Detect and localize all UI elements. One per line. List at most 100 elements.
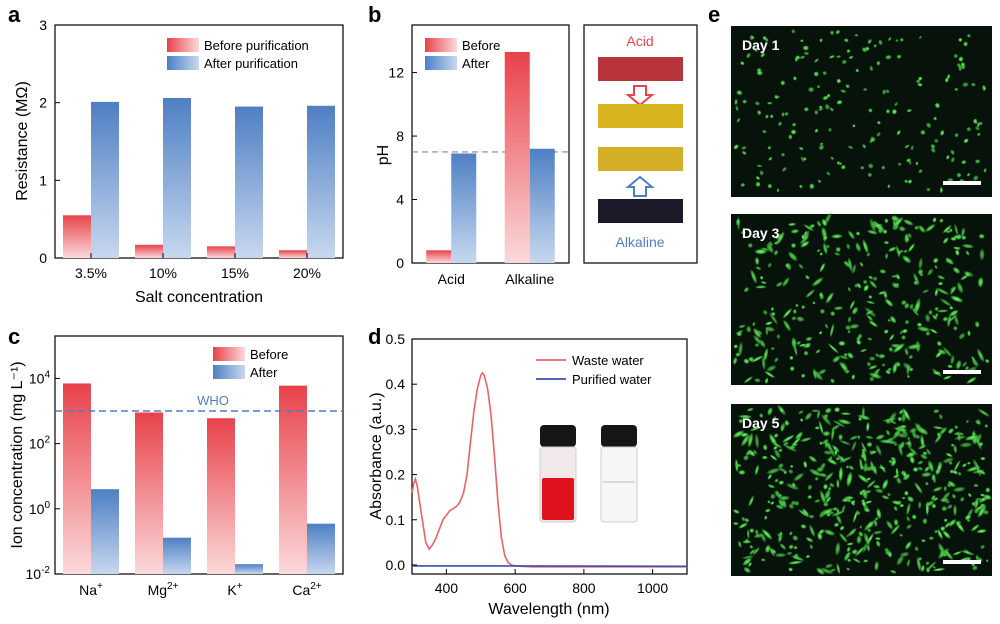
cell — [824, 488, 831, 501]
cell — [865, 421, 870, 433]
cell — [953, 432, 960, 436]
cell — [858, 417, 862, 422]
cell — [906, 343, 922, 350]
cell — [890, 274, 899, 278]
panel-c-bar-after-2 — [235, 564, 263, 574]
cell — [863, 519, 876, 532]
cell — [736, 117, 741, 123]
micrograph-day-3-label: Day 3 — [742, 225, 780, 241]
cell — [869, 217, 877, 233]
panel-label-e: e — [708, 2, 720, 27]
cell — [792, 535, 799, 541]
cell — [971, 501, 977, 507]
cell — [836, 78, 842, 84]
panel-c-chart: WHO 10-2 100 102 104 Na+ Mg2+ K+ Ca2+ Ion conc… — [9, 335, 344, 598]
cell — [779, 531, 783, 537]
cell — [838, 361, 849, 373]
cell — [836, 562, 841, 575]
cell — [738, 418, 744, 424]
cell — [932, 409, 940, 414]
cell — [918, 168, 923, 174]
cell — [902, 219, 914, 226]
cell — [846, 542, 854, 546]
cell — [732, 430, 745, 439]
arrow-up-icon — [625, 175, 655, 197]
cell — [925, 560, 937, 572]
cell — [912, 466, 919, 473]
cell — [738, 522, 749, 529]
cell — [896, 554, 905, 566]
cell — [959, 442, 973, 448]
cell — [795, 303, 799, 308]
panel-d-x-tick-0: 400 — [435, 580, 459, 596]
cell — [952, 550, 963, 556]
cell — [939, 218, 944, 223]
panel-c-frame — [54, 335, 344, 575]
cell — [743, 358, 750, 364]
cell — [824, 407, 832, 414]
cell — [863, 284, 870, 292]
cell — [764, 321, 773, 326]
cell — [868, 275, 874, 280]
cell — [783, 470, 787, 475]
cell — [877, 353, 886, 359]
cell — [940, 525, 946, 532]
cell — [961, 463, 967, 468]
cell — [848, 55, 854, 60]
cell — [942, 316, 949, 322]
cell — [773, 448, 781, 459]
panel-a-bar-before-2 — [207, 246, 235, 258]
cell — [931, 313, 938, 321]
cell — [892, 216, 904, 228]
cell — [945, 154, 950, 160]
cell — [872, 465, 878, 476]
cell — [904, 179, 908, 184]
panel-d-legend: Waste water Purified water — [536, 353, 652, 387]
cell — [836, 478, 840, 489]
cell — [954, 424, 959, 430]
cell — [749, 548, 756, 556]
vial-purified-water — [600, 425, 638, 523]
cell — [982, 86, 987, 92]
cell — [827, 343, 840, 354]
cell — [872, 530, 883, 535]
cell — [930, 494, 936, 501]
cell — [939, 129, 945, 136]
panel-a-x-label: Salt concentration — [135, 289, 263, 306]
panel-a-bars — [63, 98, 335, 258]
cell — [733, 344, 739, 349]
cell — [918, 224, 926, 234]
cell — [967, 330, 971, 337]
cell — [906, 108, 913, 113]
cell — [840, 164, 846, 170]
cell — [918, 427, 929, 436]
cell — [953, 53, 959, 59]
cell — [884, 252, 889, 260]
cell — [876, 507, 882, 520]
panel-b-x-tick-0: Acid — [438, 271, 465, 287]
cell — [865, 310, 874, 316]
cell — [754, 256, 760, 266]
cell — [858, 531, 864, 537]
micrograph-day-5-cells — [732, 404, 993, 576]
cell — [803, 460, 808, 469]
cell — [816, 220, 822, 228]
cell — [930, 147, 936, 154]
cell — [746, 528, 750, 540]
cell — [920, 129, 926, 136]
cell — [868, 356, 876, 361]
cell — [948, 461, 953, 465]
cell — [819, 567, 834, 575]
cell — [974, 420, 982, 426]
cell — [798, 263, 804, 270]
panel-a-bar-before-3 — [279, 250, 307, 258]
cell — [938, 413, 943, 420]
cell — [926, 268, 934, 276]
cell — [950, 149, 955, 156]
cell — [875, 540, 881, 548]
cell — [935, 313, 939, 317]
cell — [953, 459, 961, 472]
cell — [887, 367, 892, 372]
scale-bar-day-3 — [943, 370, 981, 374]
cell — [894, 101, 899, 107]
